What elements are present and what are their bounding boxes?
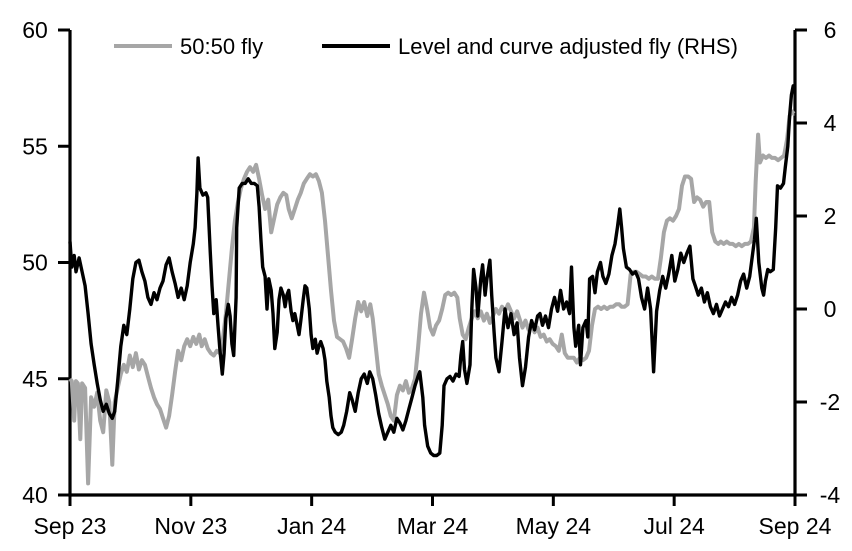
x-axis-tick-label: Mar 24 [397, 513, 469, 539]
right-axis-tick-label: 4 [824, 110, 837, 136]
series-line-50-50-fly [68, 109, 796, 486]
right-axis-tick-label: 6 [824, 17, 837, 43]
right-axis-tick-label: 0 [824, 296, 837, 322]
right-axis-ticks: -4 -2 0 2 4 6 [795, 17, 840, 508]
x-axis-tick-label: Jul 24 [643, 513, 705, 539]
left-axis-ticks: 40 45 50 55 60 [22, 17, 70, 508]
right-axis-tick-label: 2 [824, 203, 837, 229]
left-axis-tick-label: 55 [22, 133, 48, 159]
series-line-level-curve-adjusted-fly [68, 84, 797, 458]
left-axis-tick-label: 50 [22, 250, 48, 276]
x-axis-ticks: Sep 23 Nov 23 Jan 24 Mar 24 May 24 Jul 24 Sep … [34, 495, 832, 539]
right-axis-tick-label: -2 [820, 389, 840, 415]
x-axis-tick-label: Jan 24 [277, 513, 346, 539]
right-axis-tick-label: -4 [820, 482, 841, 508]
left-axis-tick-label: 60 [22, 17, 48, 43]
left-axis-tick-label: 40 [22, 482, 48, 508]
x-axis-tick-label: May 24 [516, 513, 592, 539]
x-axis-tick-label: Nov 23 [154, 513, 227, 539]
left-axis-tick-label: 45 [22, 366, 48, 392]
legend-label-level-curve-adjusted-fly: Level and curve adjusted fly (RHS) [398, 34, 738, 59]
x-axis-tick-label: Sep 24 [759, 513, 832, 539]
legend-label-50-50-fly: 50:50 fly [180, 34, 263, 59]
legend: 50:50 fly Level and curve adjusted fly (… [114, 34, 738, 59]
x-axis-tick-label: Sep 23 [34, 513, 107, 539]
